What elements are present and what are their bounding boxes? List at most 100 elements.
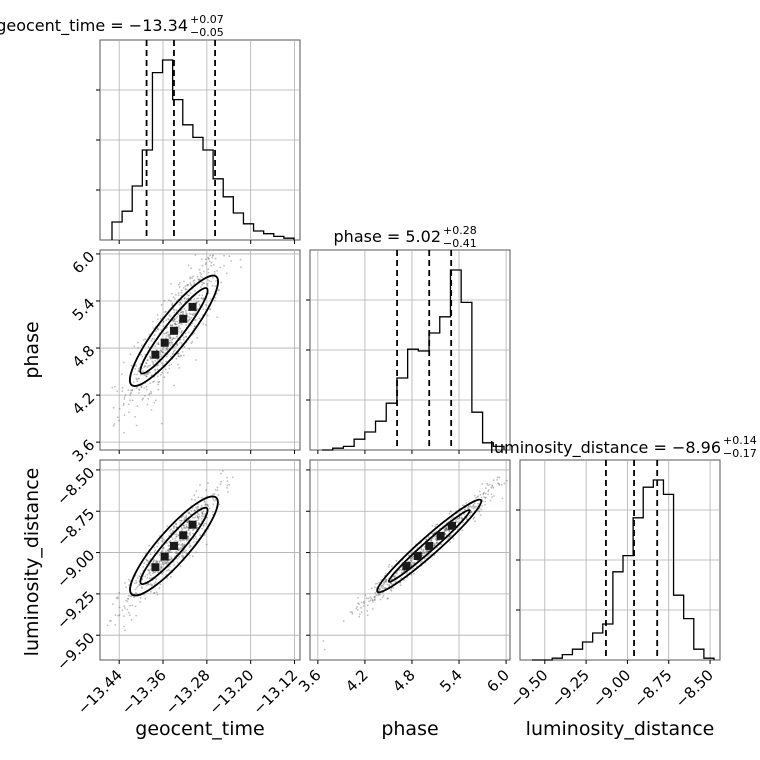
sample-point — [145, 375, 148, 378]
sample-point — [165, 561, 167, 564]
sample-point — [162, 547, 165, 550]
sample-point — [470, 511, 473, 514]
sample-point — [137, 341, 139, 344]
sample-point — [174, 320, 177, 323]
sample-point — [497, 482, 499, 485]
sample-point — [489, 499, 492, 502]
sample-point — [207, 268, 210, 271]
sample-point — [473, 516, 476, 519]
sample-point — [180, 331, 183, 334]
sample-point — [174, 323, 177, 326]
sample-point — [152, 572, 154, 575]
sample-point — [183, 543, 186, 546]
sample-point — [162, 547, 165, 549]
sample-point — [173, 311, 176, 314]
sample-point — [449, 536, 451, 538]
sample-point — [202, 525, 205, 527]
sample-point — [181, 542, 184, 545]
sample-point — [360, 606, 362, 609]
sample-point — [498, 476, 501, 479]
sample-point — [177, 294, 180, 297]
y-tick-label-phase-0: 3.6 — [69, 436, 99, 466]
sample-point — [212, 513, 214, 516]
sample-point — [445, 529, 448, 532]
sample-point — [166, 549, 169, 551]
sample-point — [174, 551, 177, 554]
sample-point — [176, 344, 179, 347]
density-core-geocent_time-phase — [169, 326, 178, 335]
sample-point — [167, 561, 170, 564]
sample-point — [379, 593, 382, 595]
sample-point — [161, 351, 164, 354]
sample-point — [179, 522, 182, 524]
sample-point — [147, 568, 150, 571]
sample-point — [178, 548, 181, 551]
sample-point — [368, 600, 370, 603]
sample-point — [378, 587, 381, 590]
scatter-panel-phase-vs-luminosity_distance — [306, 460, 510, 664]
sample-point — [176, 552, 179, 555]
sample-point — [137, 370, 140, 372]
sample-point — [198, 278, 201, 281]
sample-point — [196, 512, 199, 515]
sample-point — [467, 506, 470, 508]
sample-point — [201, 283, 204, 286]
sample-point — [118, 614, 121, 616]
sample-point — [501, 497, 504, 500]
x-tick-label-luminosity_distance-0: −9.50 — [506, 666, 551, 711]
sample-point — [461, 529, 464, 532]
sample-point — [206, 278, 209, 281]
sample-point — [147, 583, 150, 585]
sample-point — [420, 547, 423, 550]
sample-point — [169, 558, 171, 561]
sample-point — [479, 514, 482, 516]
sample-point — [491, 484, 494, 487]
sample-point — [446, 525, 449, 528]
sample-point — [137, 377, 140, 380]
sample-point — [135, 586, 138, 589]
sample-point — [183, 297, 186, 299]
sample-point — [149, 590, 152, 593]
sample-point — [181, 545, 184, 547]
sample-point — [144, 394, 146, 397]
sample-point — [231, 476, 234, 479]
sample-point — [159, 583, 162, 586]
sample-point — [171, 353, 174, 356]
sample-point — [202, 513, 204, 516]
sample-point — [156, 359, 159, 361]
sample-point — [169, 339, 172, 342]
sample-point — [162, 563, 165, 565]
sample-point — [210, 280, 213, 283]
sample-point — [197, 522, 200, 524]
sample-point — [189, 318, 191, 320]
sample-point — [186, 521, 189, 523]
sample-point — [219, 483, 222, 486]
sample-point — [166, 561, 169, 563]
sample-point — [177, 328, 180, 331]
sample-point — [198, 294, 201, 297]
sample-point — [181, 342, 183, 345]
sample-point — [217, 289, 220, 292]
sample-point — [124, 582, 126, 584]
sample-point — [185, 525, 188, 528]
sample-point — [180, 540, 182, 542]
sample-point — [192, 314, 195, 316]
sample-point — [194, 510, 197, 512]
sample-point — [434, 538, 437, 541]
sample-point — [145, 375, 148, 378]
sample-point — [430, 538, 433, 541]
sample-point — [463, 508, 466, 511]
sample-point — [413, 561, 416, 564]
sample-point — [496, 479, 498, 481]
sample-point — [202, 322, 205, 325]
sample-point — [206, 516, 209, 519]
sample-point — [199, 484, 201, 486]
sample-point — [145, 388, 148, 391]
density-core-geocent_time-luminosity_distance — [151, 563, 160, 572]
sample-point — [148, 544, 151, 547]
sample-point — [175, 357, 178, 360]
sample-point — [111, 386, 114, 389]
sample-point — [185, 311, 187, 314]
sample-point — [394, 581, 397, 583]
sample-point — [198, 317, 201, 320]
